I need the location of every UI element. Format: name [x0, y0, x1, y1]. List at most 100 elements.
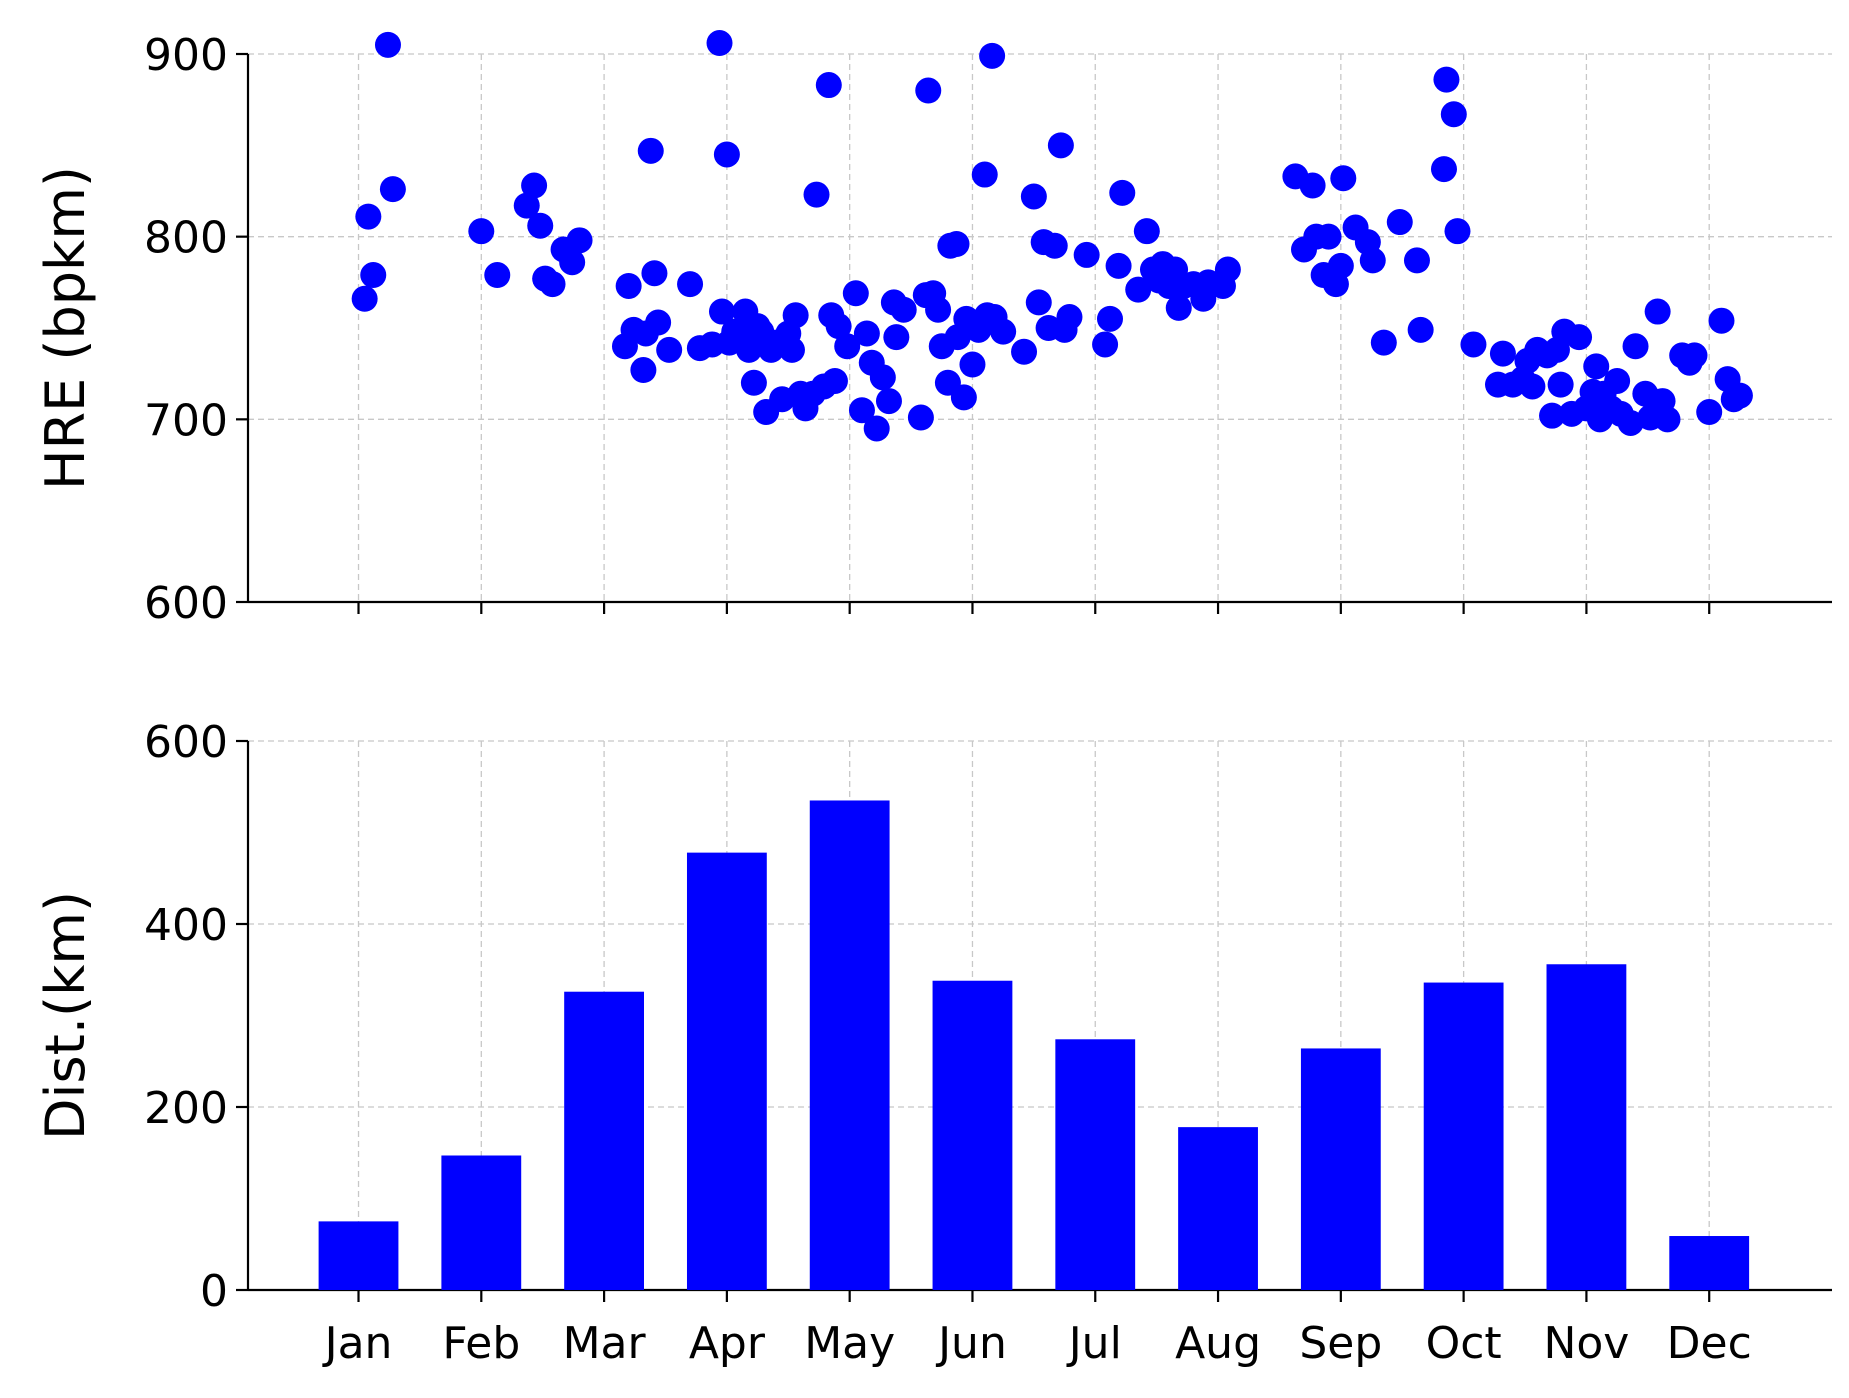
scatter-point	[815, 72, 842, 99]
bar-jan	[318, 1221, 399, 1290]
scatter-point	[735, 336, 762, 363]
x-tick-label-jan: Jan	[322, 1318, 393, 1369]
x-tick-label-jul: Jul	[1066, 1318, 1122, 1369]
scatter-point	[641, 260, 668, 287]
scatter-point	[782, 302, 809, 329]
scatter-point	[1109, 179, 1136, 206]
scatter-point	[1047, 132, 1074, 159]
scatter-point	[513, 192, 540, 219]
scatter-point	[379, 176, 406, 203]
scatter-points	[351, 30, 1753, 442]
scatter-point	[1489, 340, 1516, 367]
scatter-point	[869, 364, 896, 391]
scatter-point	[825, 313, 852, 340]
scatter-point	[875, 388, 902, 415]
scatter-point	[971, 161, 998, 188]
bar-mar	[564, 991, 644, 1290]
scatter-point	[355, 203, 382, 230]
scatter-point	[1654, 406, 1681, 433]
scatter-point	[1315, 223, 1342, 250]
scatter-point	[1566, 324, 1593, 351]
scatter-point	[1708, 307, 1735, 334]
scatter-point	[521, 172, 548, 199]
scatter-point	[1407, 316, 1434, 343]
scatter-point	[834, 333, 861, 360]
scatter-point	[925, 296, 952, 323]
x-tick-label-mar: Mar	[563, 1318, 647, 1369]
scatter-point	[848, 397, 875, 424]
bar-sep	[1300, 1048, 1381, 1290]
y-tick-label: 200	[144, 1083, 228, 1134]
y-tick-label: 0	[200, 1266, 228, 1317]
scatter-point	[1681, 342, 1708, 369]
scatter-point	[890, 296, 917, 323]
y-axis-label: Dist.(km)	[34, 891, 97, 1140]
scatter-point	[1433, 66, 1460, 93]
y-axis-label: HRE (bpkm)	[34, 166, 97, 490]
y-tick-label: 900	[144, 30, 228, 81]
scatter-point	[1696, 399, 1723, 426]
y-tick-label: 600	[144, 717, 228, 768]
scatter-point	[1299, 172, 1326, 199]
scatter-point	[1403, 247, 1430, 274]
scatter-point	[943, 230, 970, 257]
x-tick-label-apr: Apr	[689, 1318, 766, 1369]
x-tick-label-jun: Jun	[935, 1318, 1007, 1369]
scatter-point	[1056, 304, 1083, 331]
scatter-point	[468, 218, 495, 245]
scatter-point	[1370, 329, 1397, 356]
scatter-point	[863, 415, 890, 442]
bar-jun	[932, 980, 1013, 1290]
scatter-point	[842, 280, 869, 307]
scatter-point	[1330, 165, 1357, 192]
scatter-point	[1327, 252, 1354, 279]
scatter-point	[566, 227, 593, 254]
scatter-point	[990, 318, 1017, 345]
scatter-point	[1644, 298, 1671, 325]
scatter-point	[1096, 305, 1123, 332]
scatter-point	[706, 30, 733, 57]
scatter-point	[1105, 252, 1132, 279]
scatter-point	[539, 271, 566, 298]
bar-feb	[441, 1155, 522, 1290]
scatter-point	[708, 298, 735, 325]
scatter-point	[915, 77, 942, 104]
scatter-point	[979, 42, 1006, 69]
scatter-point	[1617, 409, 1644, 436]
scatter-point	[615, 272, 642, 299]
hre-scatter-panel: 600 700 800 900 HRE (bpkm)	[34, 30, 1832, 629]
x-tick-label-feb: Feb	[442, 1318, 520, 1369]
scatter-point	[1073, 241, 1100, 268]
scatter-point	[907, 404, 934, 431]
distance-bar-panel: 0 200 400 600 Jan Feb Mar Apr May Jun Jul Aug Sep Oct…	[34, 717, 1832, 1369]
bar-aug	[1178, 1127, 1258, 1290]
scatter-point	[740, 369, 767, 396]
scatter-point	[821, 367, 848, 394]
bar-jul	[1055, 1039, 1136, 1290]
bar-may	[809, 800, 890, 1290]
scatter-point	[527, 212, 554, 239]
scatter-point	[1025, 289, 1052, 316]
scatter-point	[803, 181, 830, 208]
scatter-point	[559, 249, 586, 276]
scatter-point	[1165, 294, 1192, 321]
scatter-point	[1519, 373, 1546, 400]
scatter-point	[1359, 247, 1386, 274]
x-tick-label-sep: Sep	[1299, 1318, 1382, 1369]
scatter-point	[351, 285, 378, 312]
scatter-point	[959, 351, 986, 378]
scatter-point	[360, 262, 387, 289]
bar-nov	[1546, 964, 1627, 1290]
x-tick-label-may: May	[804, 1318, 895, 1369]
scatter-point	[1011, 338, 1038, 365]
x-tick-label-dec: Dec	[1667, 1318, 1752, 1369]
scatter-point	[1547, 371, 1574, 398]
x-tick-label-oct: Oct	[1426, 1318, 1502, 1369]
scatter-point	[950, 384, 977, 411]
scatter-point	[677, 271, 704, 298]
scatter-point	[1444, 218, 1471, 245]
scatter-point	[1726, 382, 1753, 409]
scatter-point	[1604, 367, 1631, 394]
scatter-point	[374, 31, 401, 58]
x-tick-label-nov: Nov	[1543, 1318, 1629, 1369]
